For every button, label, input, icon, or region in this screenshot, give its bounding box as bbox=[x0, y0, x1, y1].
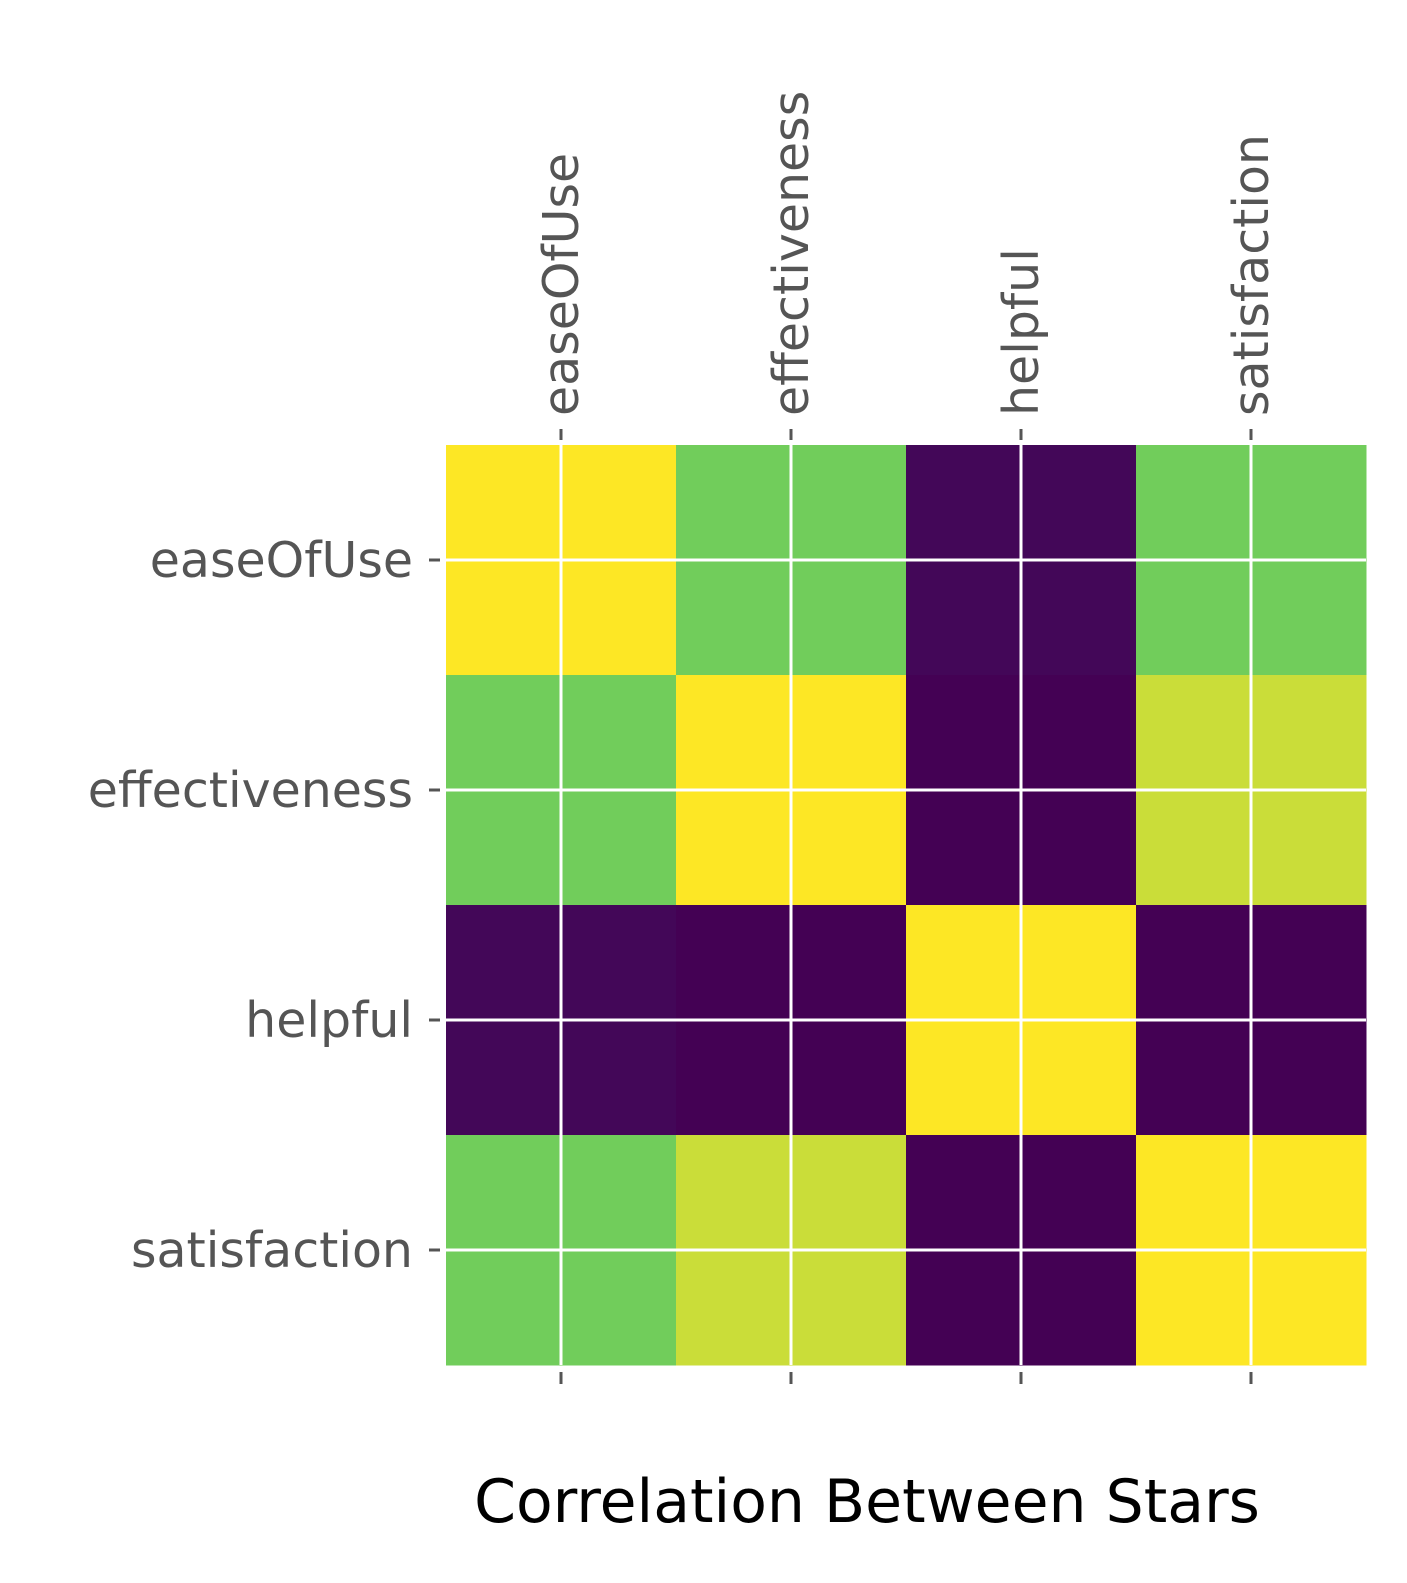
axis-ticks bbox=[429, 429, 1253, 1384]
y-tick-label-easeOfUse: easeOfUse bbox=[150, 532, 413, 589]
y-tick-label-effectiveness: effectiveness bbox=[88, 762, 413, 819]
x-tick-label-satisfaction: satisfaction bbox=[1223, 134, 1280, 416]
heatmap-cells bbox=[446, 445, 1367, 1366]
x-tick-label-effectiveness: effectiveness bbox=[763, 91, 820, 416]
axis-tick-labels: easeOfUse effectiveness helpful satisfactio… bbox=[88, 91, 1280, 1279]
x-tick-label-helpful: helpful bbox=[993, 248, 1050, 416]
y-tick-label-helpful: helpful bbox=[245, 992, 413, 1049]
y-tick-label-satisfaction: satisfaction bbox=[131, 1222, 413, 1279]
x-axis-label: Correlation Between Stars bbox=[474, 1467, 1260, 1537]
x-tick-label-easeOfUse: easeOfUse bbox=[533, 153, 590, 416]
heatmap-gridlines bbox=[446, 445, 1366, 1365]
